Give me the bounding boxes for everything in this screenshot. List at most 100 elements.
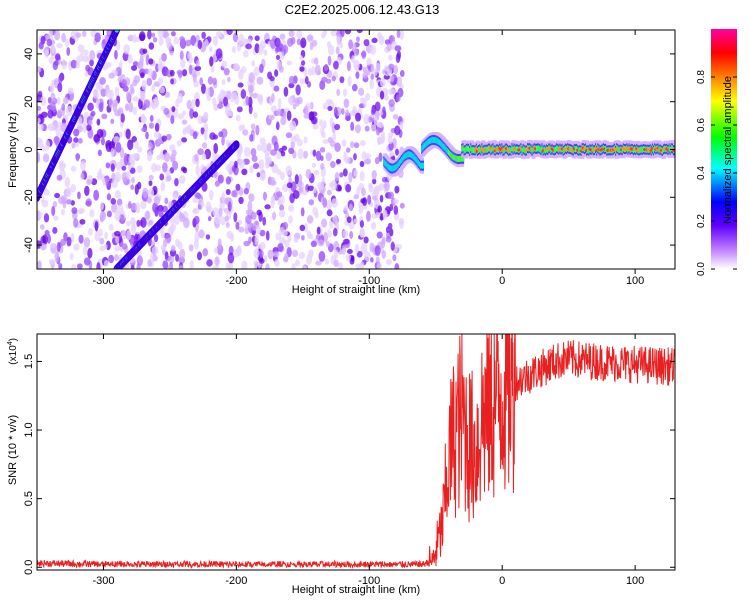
heatmap-cell	[51, 124, 56, 132]
heatmap-cell	[155, 164, 161, 172]
heatmap-cell	[277, 98, 282, 109]
heatmap-cell	[140, 200, 147, 210]
heatmap-cell	[150, 102, 155, 108]
heatmap-cell	[359, 220, 365, 228]
colorbar-tick-label: 0.0	[696, 262, 707, 276]
heatmap-cell	[270, 114, 275, 121]
heatmap-cell	[148, 122, 154, 129]
heatmap-cell	[233, 212, 238, 223]
heatmap-cell	[388, 54, 393, 61]
heatmap-cell	[225, 221, 230, 229]
heatmap-cell	[130, 217, 136, 227]
heatmap-cell	[231, 46, 236, 53]
heatmap-cell	[313, 169, 320, 176]
snr-y-axis: 0.0 0.5 1.0 1.5	[23, 354, 675, 575]
heatmap-cell	[188, 64, 193, 75]
heatmap-cell	[235, 114, 241, 122]
heatmap-cell	[272, 251, 280, 258]
heatmap-cell	[300, 37, 307, 49]
heatmap-cell	[130, 184, 135, 191]
heatmap-cell	[332, 132, 337, 141]
snr-panel: -300 -200 -100 0 100 0.0 0.5 1.0 1.5 Height of …	[7, 333, 676, 596]
heatmap-cell	[47, 109, 54, 119]
heatmap-cell	[245, 214, 252, 224]
heatmap-cell	[169, 69, 175, 77]
heatmap-cell	[254, 35, 260, 42]
heatmap-cell	[309, 42, 314, 51]
heatmap-cell	[314, 64, 321, 76]
heatmap-cell	[56, 42, 63, 49]
heatmap-cell	[87, 247, 93, 259]
heatmap-cell	[369, 79, 374, 90]
heatmap-cell	[332, 227, 338, 237]
heatmap-cell	[237, 69, 244, 80]
heatmap-cell	[386, 230, 391, 240]
heatmap-cell	[388, 63, 395, 71]
heatmap-cell	[43, 46, 50, 56]
colorbar-tick-label: 0.4	[696, 166, 707, 180]
heatmap-cell	[359, 140, 366, 146]
heatmap-cell	[303, 105, 309, 116]
heatmap-cell	[212, 207, 219, 217]
heatmap-cell	[119, 158, 124, 167]
heatmap-cell	[201, 83, 206, 94]
heatmap-cell	[334, 172, 340, 182]
heatmap-cell	[181, 69, 188, 77]
heatmap-cell	[182, 167, 188, 174]
heatmap-cell	[132, 96, 140, 102]
heatmap-cell	[51, 43, 56, 54]
heatmap-cell	[322, 102, 328, 110]
heatmap-cell	[343, 205, 349, 212]
heatmap-cell	[288, 30, 295, 38]
heatmap-cell	[254, 234, 260, 246]
heatmap-cell	[292, 103, 297, 110]
heatmap-cell	[46, 38, 53, 47]
heatmap-cell	[89, 49, 96, 61]
heatmap-cell	[98, 228, 103, 237]
heatmap-cell	[192, 197, 199, 203]
heatmap-cell	[377, 205, 383, 213]
heatmap-cell	[114, 190, 121, 199]
heatmap-cell	[70, 184, 76, 193]
heatmap-cell	[147, 142, 153, 149]
heatmap-cell	[113, 254, 119, 262]
heatmap-cell	[165, 133, 172, 141]
heatmap-cell	[110, 163, 115, 172]
heatmap-cell	[251, 212, 257, 220]
heatmap-cell	[399, 121, 404, 130]
heatmap-cell	[217, 103, 224, 109]
heatmap-cell	[330, 30, 338, 37]
heatmap-cell	[161, 135, 167, 142]
heatmap-cell	[70, 232, 75, 243]
heatmap-cell	[327, 229, 332, 238]
heatmap-cell	[37, 152, 41, 163]
heatmap-cell	[358, 87, 365, 96]
heatmap-cell	[193, 215, 200, 225]
heatmap-cell	[310, 240, 317, 248]
heatmap-cell	[96, 262, 101, 269]
heatmap-cell	[203, 129, 208, 141]
heatmap-cell	[353, 59, 360, 71]
heatmap-cell	[267, 156, 272, 165]
heatmap-cell	[73, 218, 79, 228]
heatmap-cell	[282, 256, 289, 263]
heatmap-cell	[227, 252, 235, 264]
heatmap-cell	[327, 45, 335, 56]
heatmap-cell	[132, 79, 138, 87]
heatmap-cell	[151, 84, 156, 92]
heatmap-cell	[198, 229, 205, 239]
heatmap-cell	[259, 229, 266, 237]
heatmap-cell	[327, 105, 333, 112]
heatmap-cell	[312, 123, 319, 130]
heatmap-cell	[205, 201, 212, 212]
heatmap-cell	[303, 222, 308, 233]
heatmap-cell	[251, 155, 258, 162]
heatmap-cell	[336, 35, 341, 47]
heatmap-cell	[348, 221, 355, 230]
heatmap-cell	[88, 119, 93, 126]
heatmap-cell	[335, 46, 340, 55]
heatmap-cell	[163, 238, 168, 248]
heatmap-cell	[132, 61, 139, 67]
heatmap-cell	[89, 209, 95, 218]
